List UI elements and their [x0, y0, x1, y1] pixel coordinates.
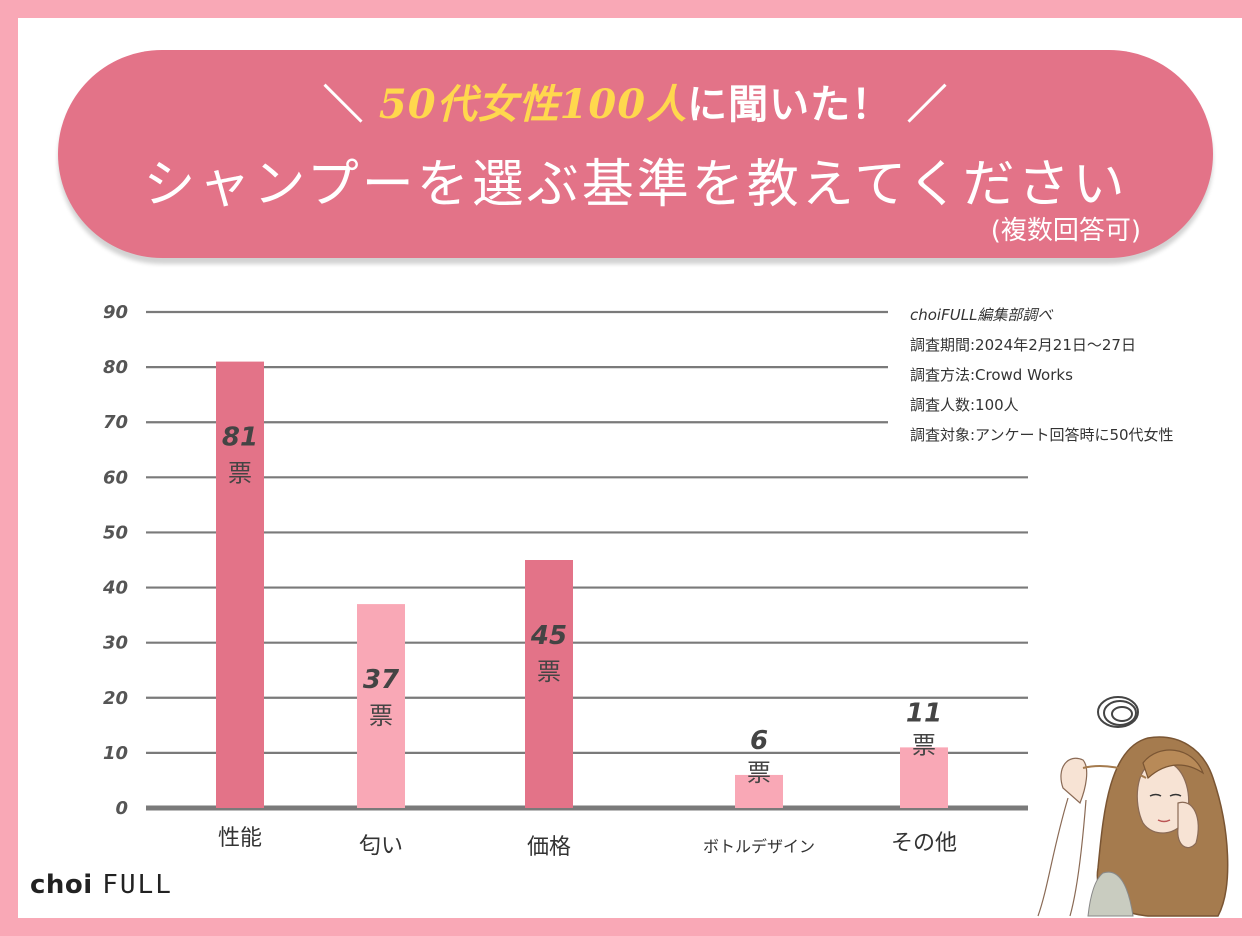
dizzy-scribble-icon — [1097, 696, 1139, 728]
brand-logo: choi FULL — [30, 870, 173, 900]
hand-left — [1060, 757, 1088, 805]
bar-4 — [735, 774, 783, 808]
woman-illustration — [1037, 696, 1229, 917]
bar-value-label: 81 — [222, 423, 258, 453]
survey-source: choiFULL編集部調べ — [910, 306, 1053, 324]
face — [1136, 761, 1190, 834]
y-tick-label: 60 — [103, 467, 128, 488]
y-tick-label: 10 — [103, 743, 128, 764]
category-label: 価格 — [527, 835, 571, 860]
bar-unit-label: 票 — [228, 460, 252, 488]
y-tick-label: 70 — [103, 412, 128, 433]
banner-line1-rest: に聞いた！ — [687, 82, 893, 128]
bar-3 — [525, 560, 573, 808]
bar-unit-label: 票 — [747, 759, 771, 787]
bar-value-label: 11 — [906, 698, 942, 728]
y-tick-label: 90 — [103, 302, 128, 323]
y-tick-label: 80 — [103, 357, 128, 378]
bar-5 — [900, 747, 948, 808]
survey-count: 調査人数:100人 — [910, 396, 1019, 414]
banner-suffix: ／ — [907, 82, 949, 128]
category-label: 性能 — [218, 826, 262, 851]
y-tick-label: 20 — [103, 688, 128, 709]
y-tick-label: 30 — [103, 633, 128, 654]
bar-value-label: 6 — [750, 726, 768, 756]
category-label: その他 — [891, 831, 957, 856]
logo-text-choi: choi — [30, 870, 93, 900]
bar-unit-label: 票 — [912, 731, 936, 759]
bar-value-label: 45 — [530, 621, 567, 651]
banner-headline: ＼ 50代女性100人に聞いた！ ／ — [58, 72, 1213, 130]
category-label: ボトルデザイン — [703, 837, 815, 856]
survey-info: choiFULL編集部調べ 調査期間:2024年2月21日〜27日 調査方法:C… — [910, 300, 1174, 450]
banner-highlight: 50代女性100人 — [378, 81, 688, 128]
bar-unit-label: 票 — [537, 658, 561, 686]
bar-unit-label: 票 — [369, 702, 393, 730]
bar-value-label: 37 — [363, 665, 400, 695]
survey-method: 調査方法:Crowd Works — [910, 366, 1073, 384]
survey-target: 調査対象:アンケート回答時に50代女性 — [910, 426, 1174, 444]
shirt — [1087, 871, 1134, 917]
hand-right — [1177, 801, 1199, 849]
bar-1 — [216, 361, 264, 808]
banner-note: (複数回答可) — [990, 216, 1141, 246]
banner-title: シャンプーを選ぶ基準を教えてください — [143, 155, 1128, 215]
y-tick-label: 50 — [103, 522, 128, 543]
title-banner: ＼ 50代女性100人に聞いた！ ／ シャンプーを選ぶ基準を教えてください (複… — [58, 50, 1213, 258]
survey-period: 調査期間:2024年2月21日〜27日 — [910, 336, 1136, 354]
banner-prefix: ＼ — [322, 82, 364, 128]
y-tick-label: 40 — [102, 578, 128, 599]
bar-2 — [357, 604, 405, 808]
logo-text-full: FULL — [102, 870, 173, 900]
hair-fringe — [1142, 749, 1205, 780]
y-tick-label: 0 — [115, 798, 128, 819]
category-label: 匂い — [359, 834, 403, 859]
